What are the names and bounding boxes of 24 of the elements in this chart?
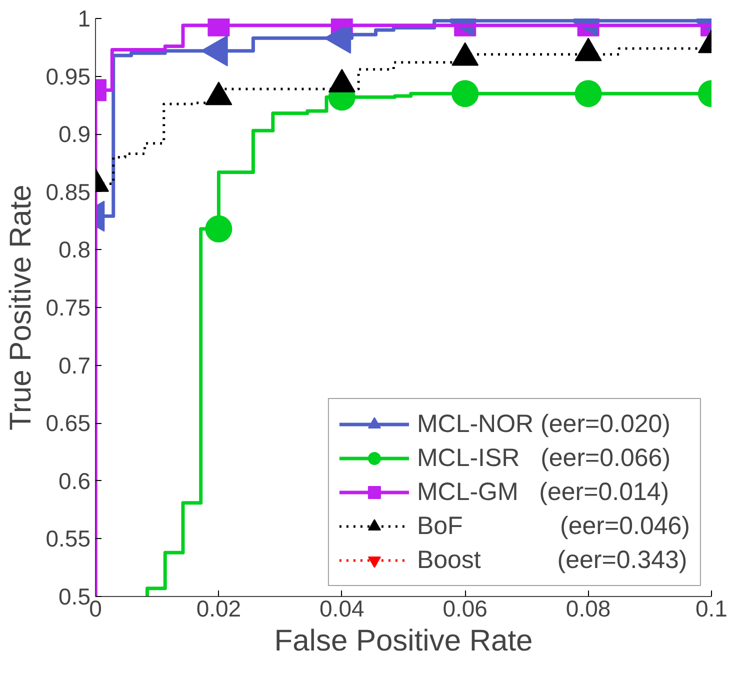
x-tick-label: 0.04 <box>320 596 364 622</box>
legend-label: MCL-NOR (eer=0.020) <box>416 410 671 438</box>
y-tick-label: 0.6 <box>58 468 91 494</box>
y-tick-label: 0.7 <box>58 352 91 378</box>
x-tick-label: 0.08 <box>566 596 611 622</box>
y-tick-label: 0.8 <box>58 236 91 263</box>
x-tick-label: 0.02 <box>196 596 242 622</box>
y-axis-title: True Positive Rate <box>4 184 38 430</box>
x-tick-label: 0 <box>89 596 102 622</box>
y-tick-label: 0.9 <box>58 121 91 148</box>
x-tick-label: 0.1 <box>696 596 728 622</box>
y-tick-label: 1 <box>78 6 91 32</box>
y-tick-label: 0.5 <box>58 584 91 610</box>
y-tick-label: 0.65 <box>46 410 90 436</box>
x-axis-title: False Positive Rate <box>274 624 533 658</box>
y-tick-label: 0.85 <box>46 178 90 205</box>
y-tick-label: 0.95 <box>46 63 90 90</box>
y-tick-label: 0.75 <box>46 294 90 320</box>
legend-label: MCL-GM (eer=0.014) <box>416 478 670 506</box>
legend-label: MCL-ISR (eer=0.066) <box>416 444 671 472</box>
x-tick-label: 0.06 <box>442 596 488 622</box>
legend-label: Boost (eer=0.343) <box>416 546 688 574</box>
legend-label: BoF (eer=0.046) <box>416 512 690 540</box>
y-tick-label: 0.55 <box>46 526 90 552</box>
